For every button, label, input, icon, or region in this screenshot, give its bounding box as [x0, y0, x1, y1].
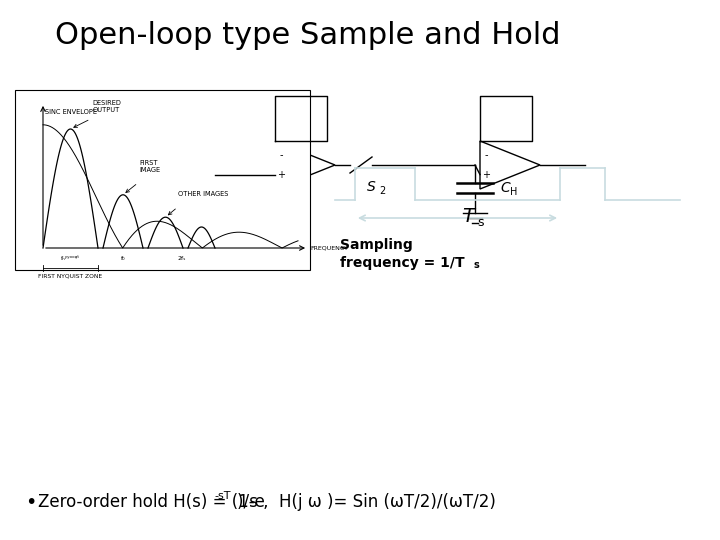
Text: FIRST
IMAGE: FIRST IMAGE	[139, 160, 160, 173]
Bar	[15, 90, 310, 270]
Text: -: -	[485, 151, 487, 160]
Text: S: S	[366, 180, 375, 194]
Text: 2: 2	[379, 186, 385, 196]
Text: Sampling: Sampling	[340, 238, 413, 252]
Text: s: s	[473, 260, 479, 270]
Text: +: +	[277, 170, 285, 180]
Text: Open-loop type Sample and Hold: Open-loop type Sample and Hold	[55, 21, 560, 50]
Text: frequency = 1/T: frequency = 1/T	[340, 256, 464, 270]
Text: T: T	[462, 206, 474, 226]
Text: -: -	[279, 151, 283, 160]
Text: OTHER IMAGES: OTHER IMAGES	[179, 191, 229, 197]
Text: 2fₛ: 2fₛ	[177, 256, 186, 261]
Text: )/s ,  H(j ω )= Sin (ωT/2)/(ωT/2): )/s , H(j ω )= Sin (ωT/2)/(ωT/2)	[237, 493, 496, 511]
Text: +: +	[482, 170, 490, 180]
Text: FIRST NYQUIST ZONE: FIRST NYQUIST ZONE	[38, 273, 102, 278]
Text: s: s	[477, 215, 484, 228]
Text: C: C	[500, 181, 510, 195]
Text: FREQUENCY: FREQUENCY	[310, 246, 348, 251]
Text: H: H	[510, 187, 518, 197]
Text: -sT: -sT	[215, 491, 231, 501]
Text: DESIRED
OUTPUT: DESIRED OUTPUT	[92, 100, 122, 113]
Text: SINC ENVELOPE: SINC ENVELOPE	[45, 109, 97, 115]
Text: fₙʸʸᵒᵒᵠᵗ: fₙʸʸᵒᵒᵠᵗ	[61, 256, 80, 261]
Text: •: •	[25, 492, 37, 511]
Text: f₀: f₀	[121, 256, 125, 261]
Text: Zero-order hold H(s) = (1-e: Zero-order hold H(s) = (1-e	[38, 493, 265, 511]
